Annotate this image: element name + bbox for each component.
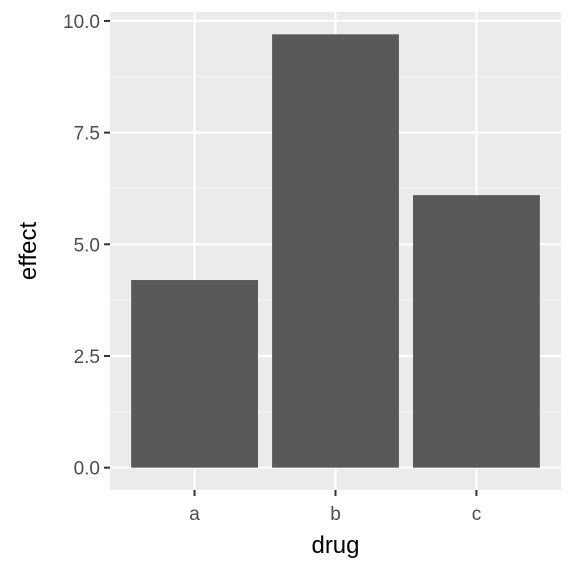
- x-tick-label: c: [472, 504, 482, 525]
- y-tick-label: 10.0: [63, 12, 100, 33]
- y-tick-label: 7.5: [74, 124, 100, 145]
- y-tick-label: 2.5: [74, 347, 100, 368]
- bar-a: [131, 280, 258, 468]
- bars: [131, 34, 540, 468]
- bar-b: [272, 34, 399, 468]
- x-tick-label: a: [189, 504, 200, 525]
- bar-c: [413, 195, 540, 468]
- y-tick-label: 5.0: [74, 235, 100, 256]
- x-tick-label: b: [330, 504, 341, 525]
- x-axis-title: drug: [311, 532, 359, 559]
- y-axis-title: effect: [15, 222, 42, 281]
- x-axis: a b c: [189, 490, 481, 525]
- y-tick-label: 0.0: [74, 459, 100, 480]
- y-axis: 0.0 2.5 5.0 7.5 10.0: [63, 12, 110, 480]
